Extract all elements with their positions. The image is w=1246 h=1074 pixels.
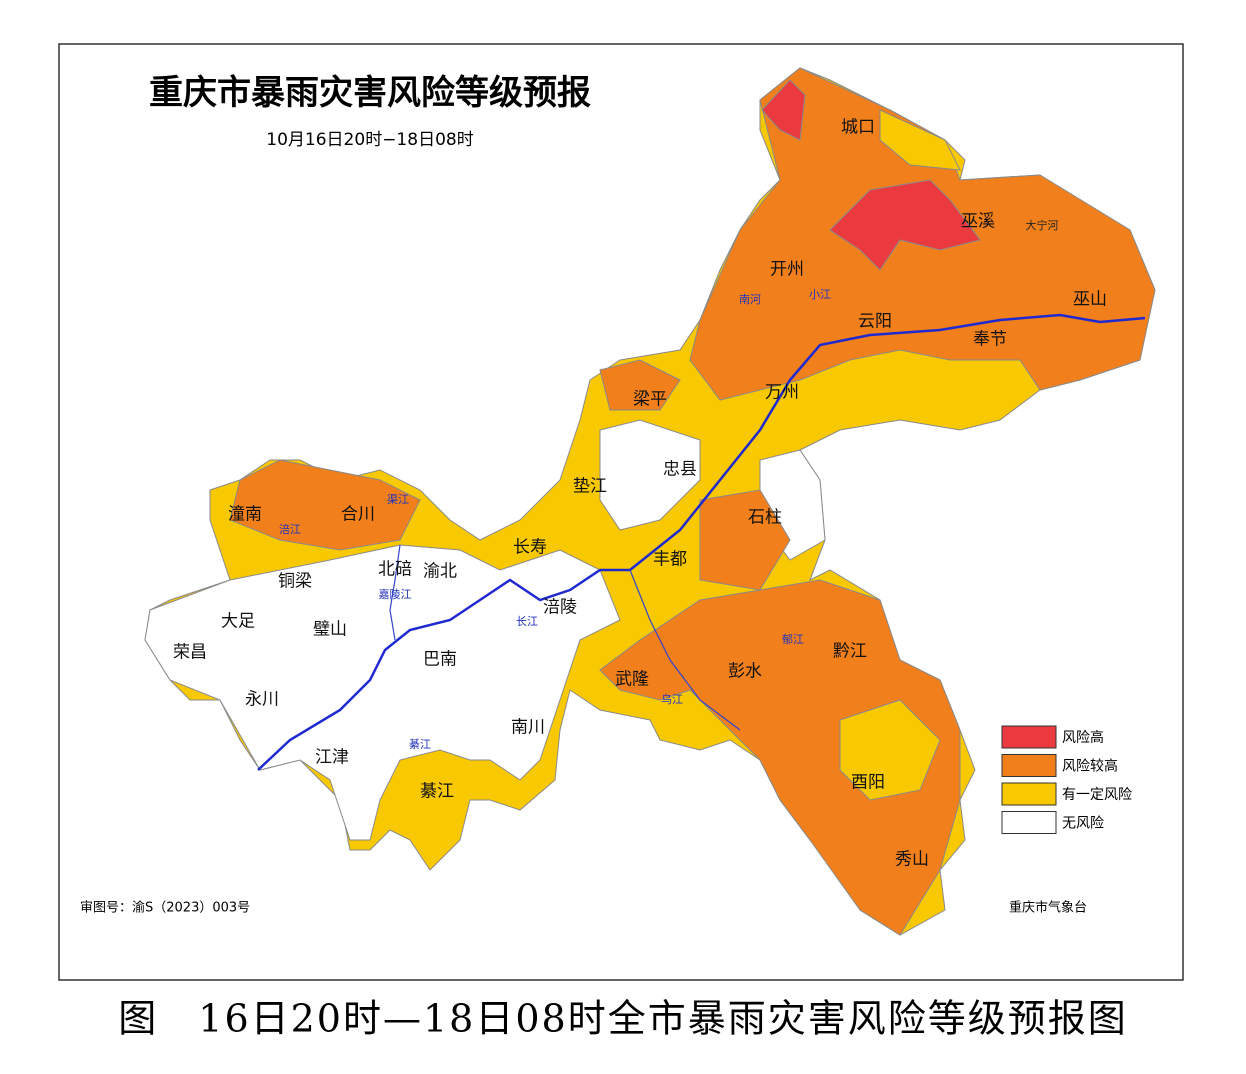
district-label: 奉节	[973, 330, 1007, 350]
regions	[144, 67, 1156, 936]
yangtze-river	[257, 313, 1146, 771]
district-label: 巴南	[423, 650, 457, 670]
legend-swatch	[1001, 782, 1057, 806]
district-label: 江津	[315, 748, 349, 768]
river	[389, 544, 401, 641]
region	[879, 109, 961, 171]
district-label: 北碚	[378, 560, 412, 580]
region	[829, 179, 981, 271]
map-title: 重庆市暴雨灾害风险等级预报	[149, 73, 591, 113]
river	[629, 569, 741, 731]
district-label: 潼南	[228, 505, 262, 525]
district-label: 忠县	[663, 460, 697, 480]
district-label: 城口	[841, 118, 875, 138]
legend-swatch	[1001, 725, 1057, 749]
river-label: 南河	[739, 293, 761, 306]
district-label: 綦江	[420, 782, 454, 802]
district-label: 大足	[221, 612, 255, 632]
legend-label: 无风险	[1062, 816, 1104, 832]
district-label: 合川	[341, 505, 375, 525]
river-label: 小江	[809, 288, 831, 301]
review-number: 审图号：渝S（2023）003号	[80, 900, 250, 916]
district-label: 梁平	[633, 390, 667, 410]
district-label: 云阳	[858, 312, 892, 332]
river-label: 涪江	[279, 522, 301, 536]
region	[599, 419, 701, 531]
issuer: 重庆市气象台	[1009, 900, 1087, 916]
district-label: 荣昌	[173, 643, 207, 663]
region	[599, 359, 681, 411]
legend-label: 风险较高	[1062, 758, 1118, 775]
river-labels: 大宁河 南河 小江 长江 嘉陵江 涪江 渠江 乌江 郁江 綦江	[279, 218, 1059, 751]
region	[599, 579, 961, 936]
district-label: 武隆	[615, 670, 649, 690]
district-label: 彭水	[728, 662, 762, 682]
district-label: 万州	[765, 383, 799, 403]
district-label: 长寿	[513, 538, 547, 558]
district-label: 垫江	[573, 477, 607, 497]
district-label: 酉阳	[851, 773, 885, 793]
region	[839, 699, 941, 801]
region	[699, 489, 791, 591]
river-label: 嘉陵江	[379, 587, 412, 601]
river-label: 綦江	[409, 738, 431, 751]
district-label: 铜梁	[278, 572, 312, 592]
legend-label: 风险高	[1062, 729, 1104, 746]
legend-swatch	[1001, 811, 1057, 834]
district-label: 渝北	[423, 562, 457, 582]
district-label: 秀山	[895, 850, 929, 870]
river-label: 大宁河	[1026, 218, 1059, 232]
map-subtitle: 10月16日20时−18日08时	[266, 130, 473, 150]
river-label: 渠江	[387, 493, 409, 506]
river-label: 郁江	[782, 632, 804, 646]
legend-label: 有一定风险	[1062, 787, 1132, 803]
district-label: 璧山	[313, 620, 347, 640]
district-label: 涪陵	[543, 598, 577, 618]
figure-caption: 图 16日20时—18日08时全市暴雨灾害风险等级预报图	[118, 997, 1127, 1041]
district-labels: 城口 巫溪 开州 巫山 云阳 奉节 梁平 万州 忠县 垫江 石柱 潼南 合川 长…	[173, 118, 1107, 870]
region	[229, 459, 421, 551]
district-label: 丰都	[653, 550, 687, 570]
legend-swatch	[1001, 754, 1057, 777]
district-label: 石柱	[748, 508, 782, 528]
district-label: 永川	[245, 690, 279, 710]
district-label: 巫山	[1073, 290, 1107, 310]
district-label: 巫溪	[961, 212, 995, 232]
region	[761, 79, 806, 141]
river-label: 乌江	[661, 692, 683, 706]
district-label: 黔江	[833, 642, 867, 662]
district-label: 南川	[511, 718, 545, 738]
district-label: 开州	[770, 260, 804, 280]
river-label: 长江	[516, 615, 538, 628]
